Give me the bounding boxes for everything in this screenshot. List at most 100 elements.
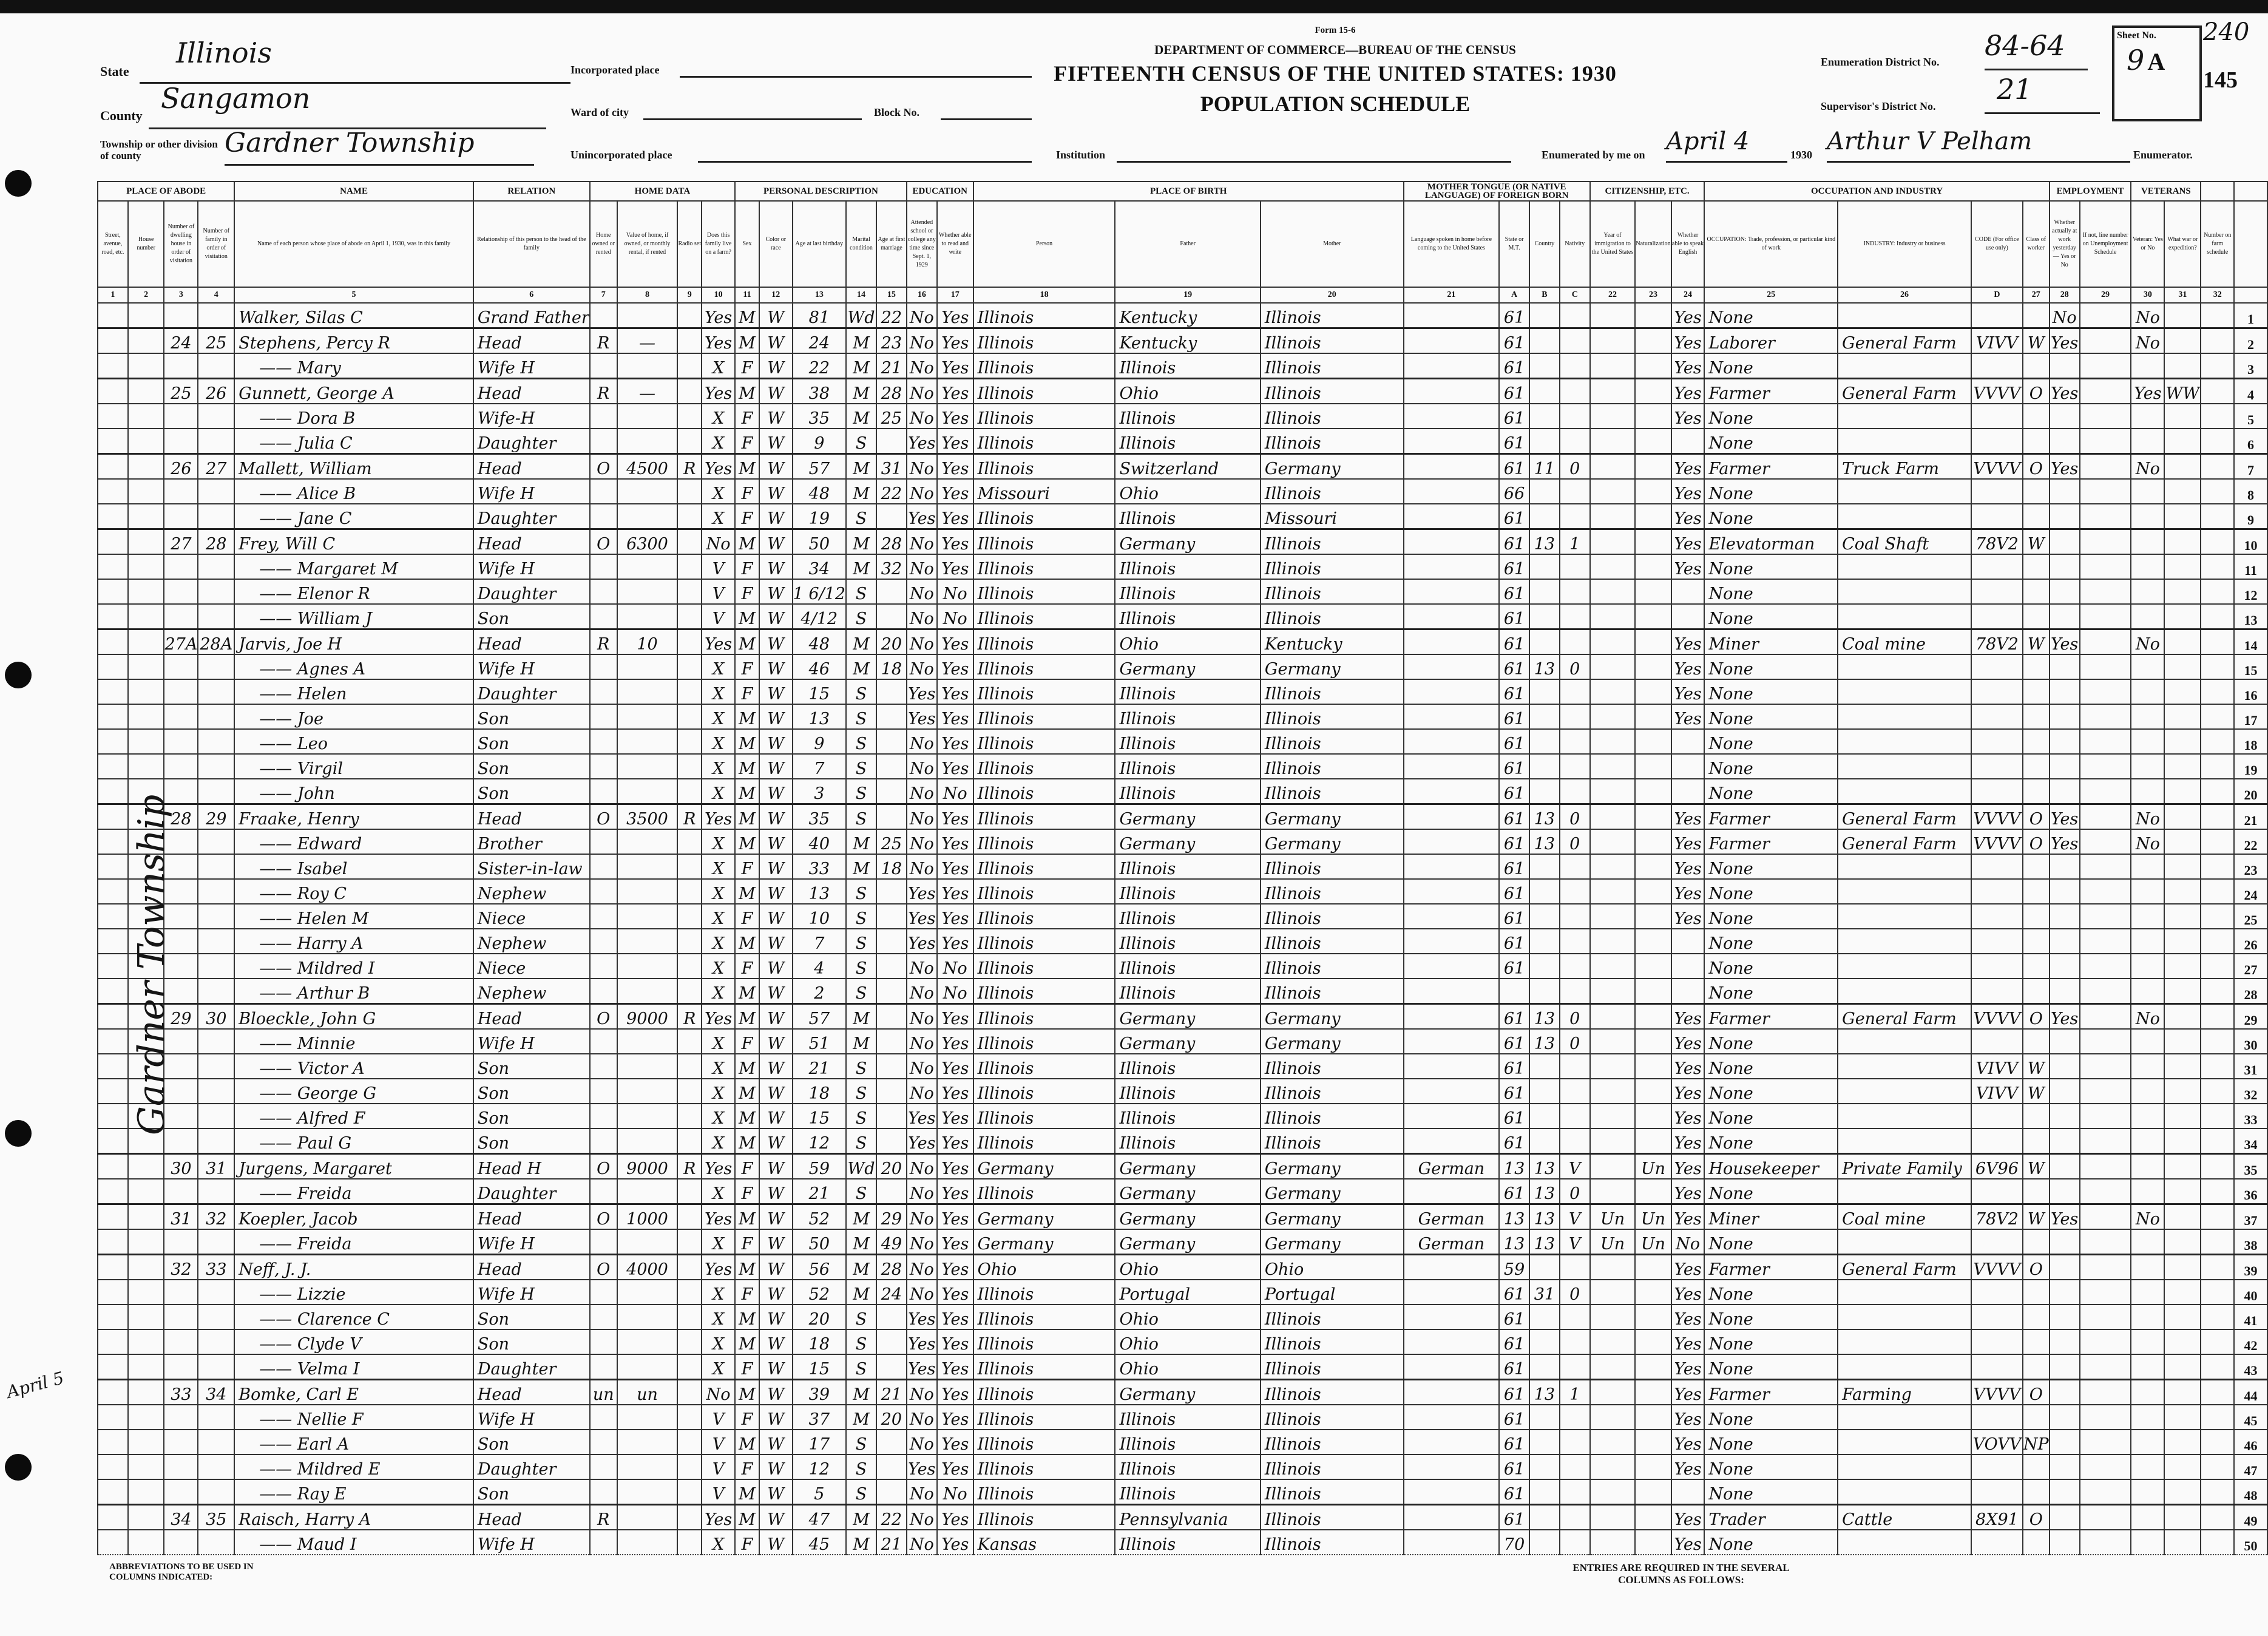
- unincorporated-field: [698, 143, 1032, 163]
- cell-c2: [127, 1479, 165, 1505]
- cell-D: [1970, 1128, 2023, 1155]
- cell-occ: None: [1704, 1178, 1839, 1205]
- cell-c28: [2048, 478, 2080, 504]
- cell-name: Elenor R: [234, 579, 474, 605]
- cell-c29: [2079, 778, 2132, 805]
- cell-c4: [197, 353, 235, 379]
- column-header-ind: INDUSTRY: Industry or business: [1837, 200, 1972, 288]
- cell-c29: [2079, 928, 2132, 954]
- cell-race: W: [758, 403, 793, 429]
- cell-c30: No: [2130, 803, 2165, 830]
- cell-race: W: [758, 854, 793, 880]
- cell-C: [1559, 478, 1591, 504]
- cell-sex: F: [734, 1028, 760, 1054]
- cell-fbp: Germany: [1114, 829, 1261, 855]
- cell-c31: [2164, 1128, 2202, 1155]
- cell-c28: [2048, 654, 2080, 680]
- cell-c29: [2079, 953, 2132, 979]
- cell-ln: 13: [2233, 603, 2268, 630]
- cell-name: Paul G: [234, 1128, 474, 1155]
- cell-ind: [1837, 1454, 1972, 1480]
- cell-c30: No: [2130, 829, 2165, 855]
- cell-A: 61: [1498, 554, 1530, 580]
- column-number-c22: 22: [1589, 287, 1636, 304]
- cell-c4: [197, 978, 235, 1005]
- cell-c7: [589, 503, 618, 530]
- cell-c23: [1634, 1404, 1672, 1430]
- cell-c28: [2048, 1103, 2080, 1129]
- cell-c32: [2200, 478, 2235, 504]
- cell-c2: [127, 1153, 165, 1179]
- cell-c27: [2022, 1454, 2050, 1480]
- cell-fbp: Portugal: [1114, 1279, 1261, 1305]
- cell-mar: S: [845, 978, 877, 1005]
- incorporated-place-label: Incorporated place: [570, 64, 660, 76]
- cell-c9: [677, 1479, 703, 1505]
- cell-c3: [163, 579, 199, 605]
- column-header-c23: Naturalization: [1634, 200, 1672, 288]
- cell-B: [1529, 603, 1560, 630]
- cell-c2: [127, 1028, 165, 1054]
- cell-agem: 32: [876, 554, 907, 580]
- cell-sch: No: [906, 302, 938, 329]
- cell-tongue: [1403, 1304, 1500, 1330]
- cell-tongue: [1403, 628, 1500, 655]
- cell-c1: [97, 1078, 129, 1104]
- cell-D: [1970, 1178, 2023, 1205]
- cell-c8: [616, 302, 679, 329]
- cell-c8: [616, 1229, 679, 1255]
- cell-A: 61: [1498, 778, 1530, 805]
- cell-c29: [2079, 1379, 2132, 1405]
- column-number-age: 13: [791, 287, 847, 304]
- cell-c27: [2022, 428, 2050, 455]
- cell-bp: Illinois: [972, 829, 1116, 855]
- cell-c1: [97, 953, 129, 979]
- cell-ln: 1: [2233, 302, 2268, 329]
- cell-c30: [2130, 928, 2165, 954]
- cell-c27: [2022, 478, 2050, 504]
- cell-agem: [876, 1003, 907, 1030]
- cell-bp: Illinois: [972, 1504, 1116, 1530]
- cell-sch: No: [906, 1529, 938, 1555]
- cell-c8: [616, 603, 679, 630]
- cell-rd: Yes: [936, 1153, 974, 1179]
- cell-A: 61: [1498, 579, 1530, 605]
- cell-c28: [2048, 1354, 2080, 1380]
- cell-rd: Yes: [936, 428, 974, 455]
- cell-age: 4/12: [791, 603, 847, 630]
- cell-sex: M: [734, 1479, 760, 1505]
- cell-sch: Yes: [906, 1454, 938, 1480]
- cell-c32: [2200, 1329, 2235, 1355]
- cell-rel: Daughter: [472, 679, 591, 705]
- cell-c30: No: [2130, 453, 2165, 480]
- cell-name: Clarence C: [234, 1304, 474, 1330]
- cell-bp: Illinois: [972, 1279, 1116, 1305]
- cell-c32: [2200, 1504, 2235, 1530]
- cell-ind: [1837, 1529, 1972, 1555]
- cell-fbp: Germany: [1114, 1203, 1261, 1230]
- cell-D: [1970, 953, 2023, 979]
- cell-c3: [163, 878, 199, 905]
- cell-c3: [163, 1229, 199, 1255]
- cell-tongue: [1403, 903, 1500, 929]
- cell-occ: None: [1704, 753, 1839, 779]
- cell-c7: [589, 1529, 618, 1555]
- cell-C: [1559, 503, 1591, 530]
- cell-rd: No: [936, 778, 974, 805]
- cell-c10: Yes: [701, 1254, 736, 1280]
- cell-C: [1559, 1103, 1591, 1129]
- cell-mbp: Illinois: [1259, 1429, 1404, 1455]
- cell-A: 61: [1498, 378, 1530, 404]
- cell-rel: Head: [472, 327, 591, 354]
- cell-mbp: Illinois: [1259, 428, 1404, 455]
- cell-c3: [163, 1279, 199, 1305]
- column-number-c29: 29: [2079, 287, 2132, 304]
- cell-c2: [127, 654, 165, 680]
- cell-c22: [1589, 1153, 1636, 1179]
- cell-c32: [2200, 1429, 2235, 1455]
- cell-c7: [589, 829, 618, 855]
- column-header-eng: Whether able to speak English: [1670, 200, 1705, 288]
- cell-mbp: Illinois: [1259, 378, 1404, 404]
- cell-name: Frey, Will C: [234, 528, 474, 555]
